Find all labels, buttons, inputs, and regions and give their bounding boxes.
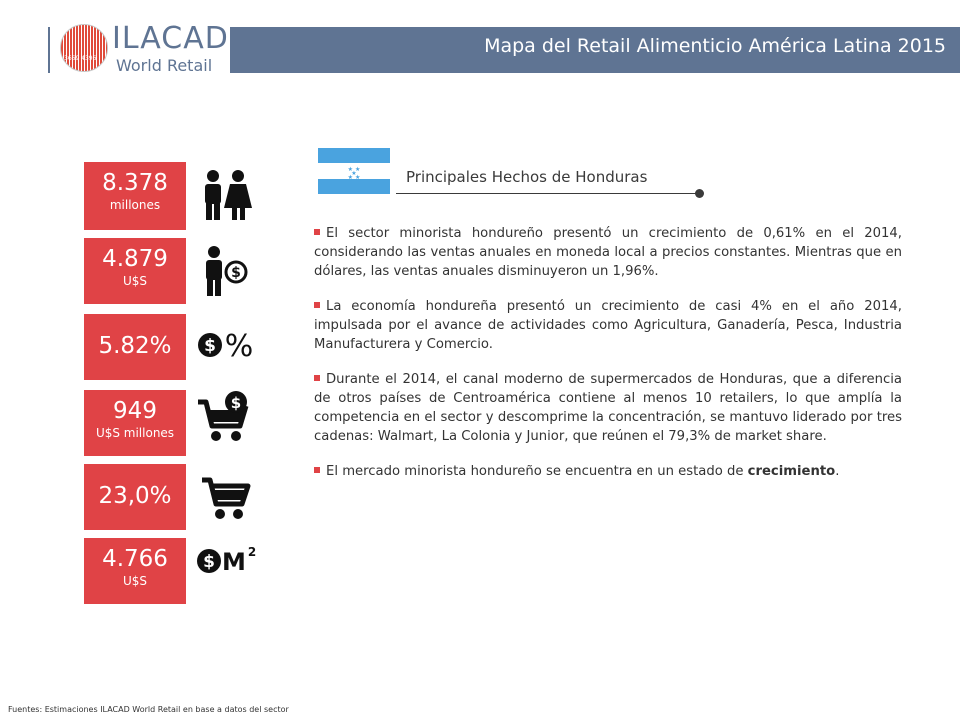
bullet-text: El mercado minorista hondureño se encuen… <box>326 464 748 479</box>
honduras-flag-icon: ★ ★ ★ ★ ★ <box>318 148 390 194</box>
logo: 3669 4396 ILACAD World Retail <box>50 15 230 78</box>
svg-text:$: $ <box>231 265 241 281</box>
svg-text:★ ★: ★ ★ <box>348 166 361 173</box>
logo-code: 3669 4396 <box>64 55 97 62</box>
bullet-marker <box>314 375 320 381</box>
logo-subtitle: World Retail <box>116 56 213 75</box>
dollar-percent-icon: $ % <box>198 329 254 364</box>
bullet-emphasis: crecimiento <box>747 464 836 479</box>
bullet-marker <box>314 467 320 473</box>
bullet-text: El sector minorista hondureño presentó u… <box>314 226 902 279</box>
svg-text:★: ★ <box>351 170 356 177</box>
cart-icon <box>202 477 251 519</box>
stat-card-growth: 5.82% <box>84 314 186 380</box>
stat-unit: U$S <box>122 574 148 588</box>
stat-value: 23,0% <box>98 483 172 509</box>
bullet-marker <box>314 302 320 308</box>
barcode-globe-icon: 3669 4396 <box>60 24 108 72</box>
stat-card-share: 23,0% <box>84 464 186 530</box>
svg-text:M: M <box>222 548 246 576</box>
dollar-m2-icon: $ M 2 <box>197 545 256 576</box>
svg-text:$: $ <box>204 336 216 356</box>
svg-text:$: $ <box>231 394 241 412</box>
stat-value: 4.879 <box>102 246 168 272</box>
section-divider <box>396 193 700 194</box>
people-icon <box>205 170 252 220</box>
section-divider-dot <box>695 189 704 198</box>
list-item: El mercado minorista hondureño se encuen… <box>314 462 902 481</box>
section-title: Principales Hechos de Honduras <box>406 168 648 186</box>
facts-list: El sector minorista hondureño presentó u… <box>314 224 902 497</box>
svg-text:%: % <box>225 329 254 364</box>
bullet-text: Durante el 2014, el canal moderno de sup… <box>314 372 902 444</box>
list-item: La economía hondureña presentó un crecim… <box>314 297 902 354</box>
svg-text:★ ★: ★ ★ <box>348 174 361 181</box>
cart-dollar-icon: $ <box>198 391 249 441</box>
bullet-marker <box>314 229 320 235</box>
svg-text:2: 2 <box>248 545 256 559</box>
person-money-icon: $ <box>206 246 248 296</box>
bullet-text: La economía hondureña presentó un crecim… <box>314 299 902 352</box>
list-item: El sector minorista hondureño presentó u… <box>314 224 902 281</box>
stat-value: 949 <box>113 398 157 424</box>
stat-card-income: 4.879 U$S <box>84 238 186 304</box>
stat-value: 8.378 <box>102 170 168 196</box>
svg-text:$: $ <box>203 552 215 572</box>
list-item: Durante el 2014, el canal moderno de sup… <box>314 370 902 446</box>
stat-card-sales-per-m2: 4.766 U$S <box>84 538 186 604</box>
stat-unit: U$S <box>122 274 148 288</box>
stat-value: 5.82% <box>98 333 172 359</box>
stat-card-sales: 949 U$S millones <box>84 390 186 456</box>
page-title: Mapa del Retail Alimenticio América Lati… <box>484 35 946 57</box>
source-note: Fuentes: Estimaciones ILACAD World Retai… <box>8 705 289 714</box>
logo-name: ILACAD <box>112 21 229 56</box>
stat-unit: millones <box>109 198 161 212</box>
stat-value: 4.766 <box>102 546 168 572</box>
stat-unit: U$S millones <box>95 426 175 440</box>
bullet-tail: . <box>835 464 840 479</box>
stat-card-population: 8.378 millones <box>84 162 186 230</box>
